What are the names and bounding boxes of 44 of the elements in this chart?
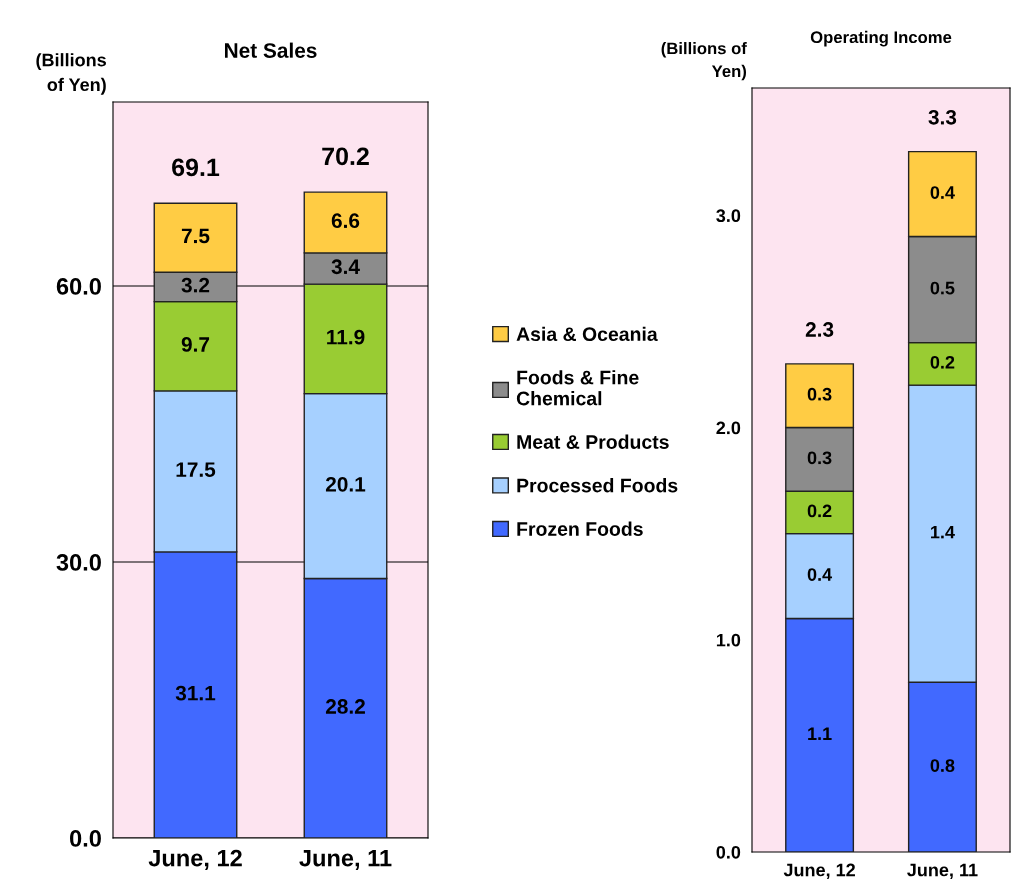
data-label: 7.5 bbox=[181, 228, 210, 244]
x-tick-label: June, 11 bbox=[907, 863, 978, 879]
total-label: 69.1 bbox=[172, 158, 220, 177]
legend-label: Meat & Products bbox=[517, 434, 669, 449]
y-tick-label: 60.0 bbox=[56, 278, 101, 295]
data-label: 3.4 bbox=[331, 259, 360, 275]
chart-title: Operating Income bbox=[810, 30, 952, 47]
y-tick-label: 3.0 bbox=[716, 209, 741, 223]
data-label: 1.1 bbox=[808, 727, 832, 740]
legend-label: Asia & Oceania bbox=[516, 326, 658, 342]
data-label: 9.7 bbox=[181, 337, 210, 352]
data-label: 3.2 bbox=[181, 277, 210, 293]
x-tick-label: June, 12 bbox=[783, 863, 855, 879]
y-axis-title: (Billions of Yen) bbox=[661, 42, 747, 81]
y-tick-label: 2.0 bbox=[716, 421, 741, 435]
x-tick-label: June, 11 bbox=[299, 849, 392, 870]
total-label: 70.2 bbox=[322, 147, 369, 166]
x-tick-label: June, 12 bbox=[148, 849, 242, 870]
legend-label: Foods & Fine Chemical bbox=[516, 370, 639, 406]
total-label: 3.3 bbox=[928, 109, 957, 125]
data-label: 31.1 bbox=[175, 685, 216, 701]
data-label: 0.8 bbox=[930, 759, 955, 772]
data-label: 0.3 bbox=[807, 387, 832, 401]
data-label: 0.2 bbox=[930, 355, 955, 369]
y-tick-label: 0.0 bbox=[70, 830, 101, 847]
legend-label: Frozen Foods bbox=[517, 521, 643, 536]
y-tick-label: 0.0 bbox=[716, 845, 741, 859]
data-label: 1.4 bbox=[931, 525, 955, 539]
data-label: 0.2 bbox=[807, 504, 832, 518]
data-label: 11.9 bbox=[327, 329, 365, 345]
data-label: 20.1 bbox=[325, 476, 366, 492]
data-label: 17.5 bbox=[176, 462, 216, 477]
y-tick-label: 30.0 bbox=[56, 554, 101, 571]
chart-title: Net Sales bbox=[225, 42, 317, 58]
legend-label: Processed Foods bbox=[517, 478, 678, 493]
y-tick-label: 1.0 bbox=[716, 633, 741, 647]
data-label: 6.6 bbox=[331, 213, 360, 229]
data-label: 28.2 bbox=[325, 699, 365, 714]
data-label: 0.4 bbox=[807, 568, 833, 581]
data-label: 0.5 bbox=[930, 281, 955, 295]
data-label: 0.3 bbox=[807, 451, 832, 465]
total-label: 2.3 bbox=[805, 322, 834, 337]
data-label: 0.4 bbox=[930, 186, 955, 199]
y-axis-title: (Billions of Yen) bbox=[36, 53, 106, 95]
